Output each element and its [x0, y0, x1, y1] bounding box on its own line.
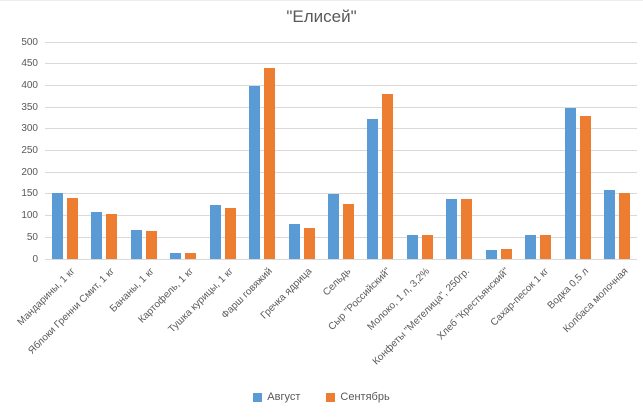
bar-september: [145, 230, 157, 259]
bar-september: [619, 193, 631, 259]
gridline: [45, 171, 637, 173]
y-axis-tick-label: 100: [21, 210, 38, 222]
legend-item-september: Сентябрь: [326, 391, 390, 403]
x-axis-category-label: Сельдь: [321, 266, 354, 299]
bar-september: [185, 252, 197, 259]
gridline: [45, 84, 637, 86]
legend-label-september: Сентябрь: [340, 391, 390, 403]
y-axis-tick-label: 0: [32, 253, 38, 265]
bar-september: [421, 234, 433, 259]
y-axis-tick-label: 200: [21, 166, 38, 178]
bar-september: [264, 68, 276, 259]
gridline: [45, 41, 637, 43]
bar-august: [446, 198, 458, 259]
bar-august: [209, 205, 221, 259]
y-axis-tick-label: 50: [26, 231, 38, 243]
gridline: [45, 193, 637, 195]
bar-august: [564, 107, 576, 259]
gridline: [45, 215, 637, 217]
bar-august: [249, 85, 261, 259]
bar-september: [382, 94, 394, 259]
gridline: [45, 128, 637, 130]
bar-august: [288, 223, 300, 259]
gridline: [45, 63, 637, 65]
x-axis-category-label: Хлеб "Крестьянский": [435, 266, 512, 343]
legend-item-august: Август: [253, 391, 300, 403]
legend: Август Сентябрь: [0, 391, 643, 403]
y-axis-tick-label: 400: [21, 79, 38, 91]
bar-september: [343, 203, 354, 259]
bar-august: [328, 193, 339, 259]
bar-august: [51, 192, 63, 259]
bar-august: [130, 229, 142, 259]
bar-september: [461, 198, 473, 259]
bar-september: [303, 227, 315, 259]
y-axis-tick-label: 350: [21, 101, 38, 113]
bar-august: [170, 252, 182, 259]
y-axis-tick-label: 500: [21, 36, 38, 48]
bar-september: [500, 249, 512, 259]
bar-september: [106, 213, 118, 259]
bar-august: [367, 118, 379, 259]
chart-title: "Елисей": [286, 7, 357, 26]
gridline: [45, 106, 637, 108]
gridline: [45, 150, 637, 151]
gridline: [45, 258, 637, 260]
legend-swatch-september-icon: [326, 392, 336, 402]
legend-swatch-august-icon: [253, 392, 263, 402]
bar-august: [406, 234, 418, 259]
bar-september: [540, 234, 552, 259]
bar-august: [525, 234, 537, 259]
bar-august: [485, 250, 497, 259]
bar-september: [224, 208, 236, 259]
bar-august: [91, 211, 103, 259]
y-axis-tick-label: 250: [21, 145, 38, 156]
legend-label-august: Август: [267, 391, 301, 403]
bar-august: [604, 189, 616, 259]
bar-september: [579, 115, 591, 259]
gridline: [45, 236, 637, 238]
y-axis-tick-label: 150: [21, 188, 38, 200]
y-axis-tick-label: 450: [21, 58, 38, 70]
y-axis-tick-label: 300: [21, 123, 38, 135]
bar-september: [66, 198, 78, 259]
